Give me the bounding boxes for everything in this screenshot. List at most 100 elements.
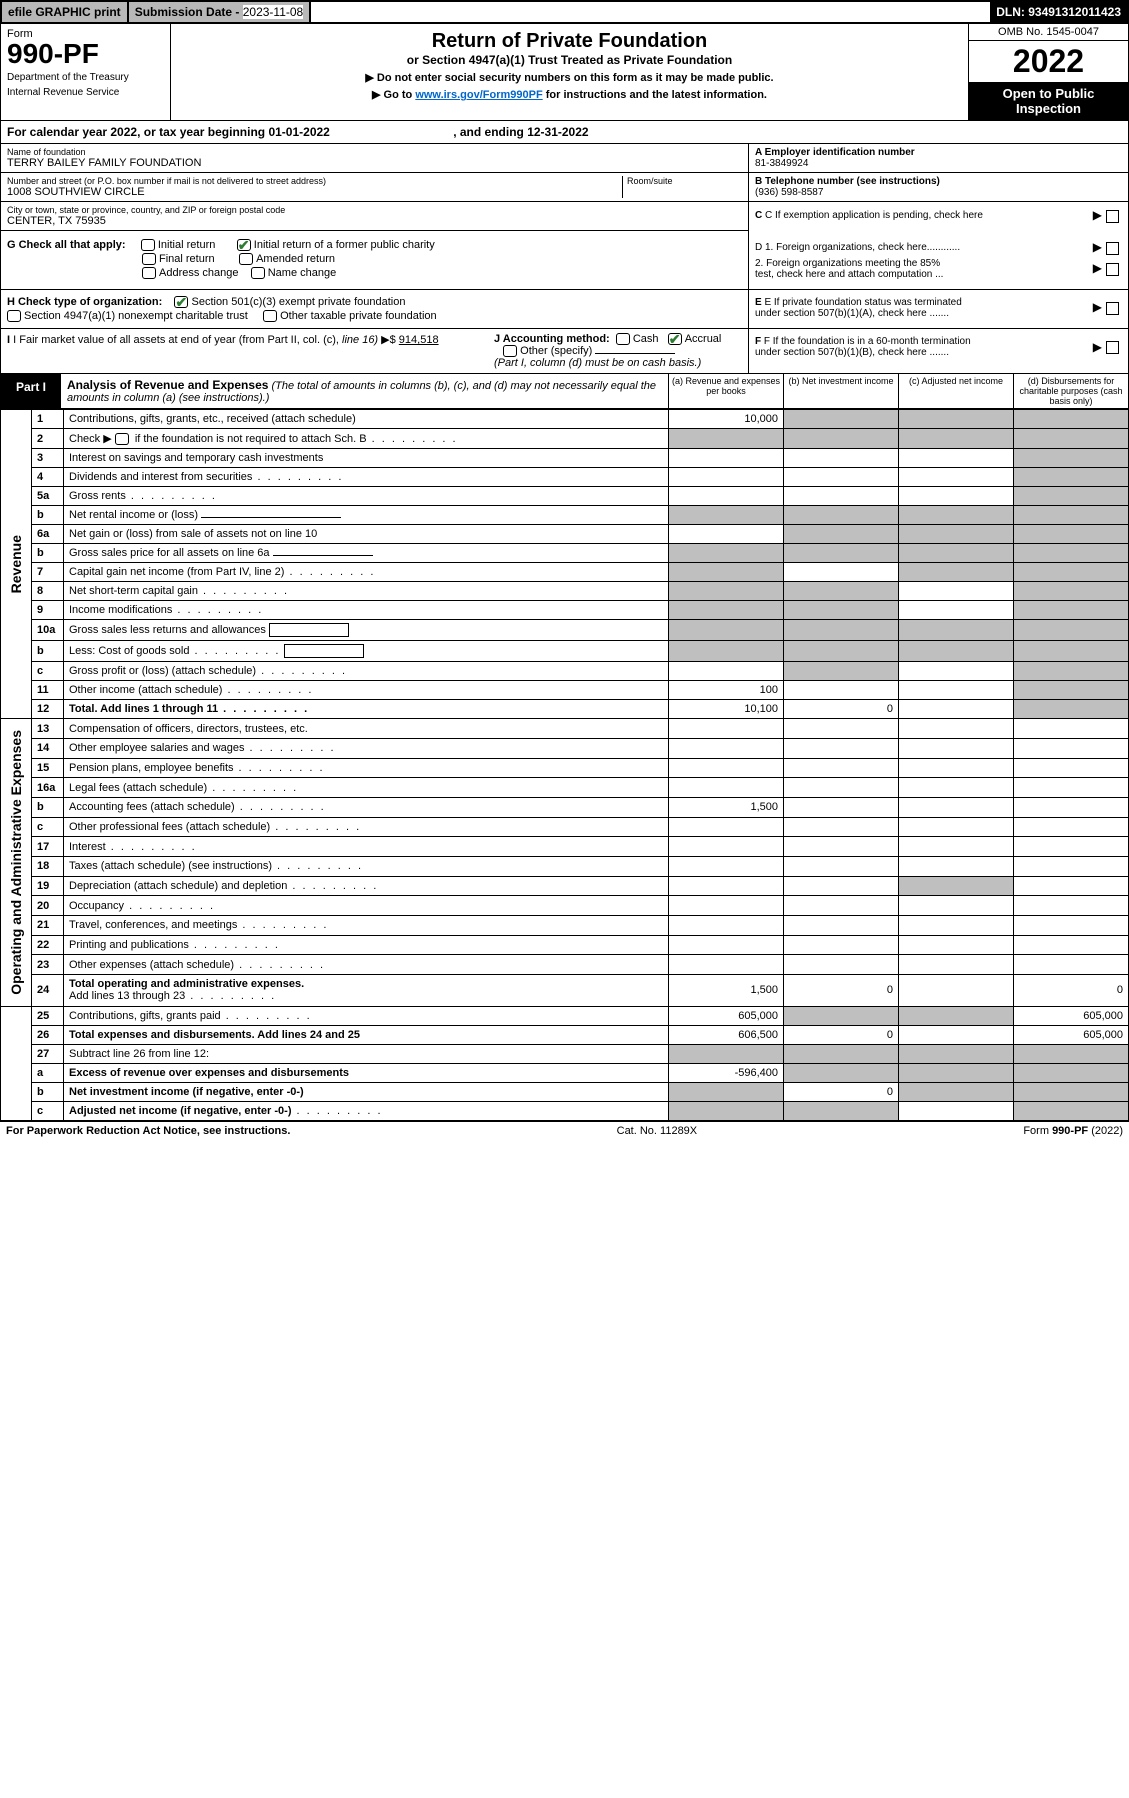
initial-former-check[interactable] — [237, 239, 251, 251]
j-section: J Accounting method: Cash Accrual Other … — [488, 329, 748, 373]
row-13: Operating and Administrative Expenses 13… — [1, 719, 1129, 739]
year-block: OMB No. 1545-0047 2022 Open to Public In… — [968, 24, 1128, 120]
ein-row: A Employer identification number 81-3849… — [749, 144, 1128, 173]
other-taxable-check[interactable] — [263, 310, 277, 322]
catalog-number: Cat. No. 11289X — [617, 1125, 698, 1137]
row-2: 2 Check ▶ if the foundation is not requi… — [1, 429, 1129, 449]
schb-check[interactable] — [115, 433, 129, 445]
row-21: 21Travel, conferences, and meetings — [1, 915, 1129, 935]
row-15: 15Pension plans, employee benefits — [1, 758, 1129, 778]
f-section: F F If the foundation is in a 60-month t… — [748, 329, 1128, 373]
row-10a: 10aGross sales less returns and allowanc… — [1, 620, 1129, 641]
row-16c: cOther professional fees (attach schedul… — [1, 817, 1129, 837]
omb-number: OMB No. 1545-0047 — [969, 24, 1128, 41]
expenses-sidebar: Operating and Administrative Expenses — [1, 719, 32, 1007]
irs-link[interactable]: www.irs.gov/Form990PF — [415, 89, 542, 101]
name-change-check[interactable] — [251, 267, 265, 279]
form-title-block: Return of Private Foundation or Section … — [171, 24, 968, 120]
row-6a: 6aNet gain or (loss) from sale of assets… — [1, 525, 1129, 544]
address-row: Number and street (or P.O. box number if… — [1, 173, 748, 202]
efile-topbar: efile GRAPHIC print Submission Date - 20… — [0, 0, 1129, 24]
row-7: 7Capital gain net income (from Part IV, … — [1, 563, 1129, 582]
identity-block: Name of foundation TERRY BAILEY FAMILY F… — [0, 144, 1129, 231]
row-11: 11Other income (attach schedule)100 — [1, 681, 1129, 700]
dln: DLN: 93491312011423 — [990, 2, 1127, 22]
row-19: 19Depreciation (attach schedule) and dep… — [1, 876, 1129, 896]
row-16b: bAccounting fees (attach schedule)1,500 — [1, 797, 1129, 817]
row-3: 3Interest on savings and temporary cash … — [1, 449, 1129, 468]
c-checkbox[interactable] — [1106, 210, 1119, 223]
row-27a: aExcess of revenue over expenses and dis… — [1, 1064, 1129, 1083]
row-5a: 5aGross rents — [1, 487, 1129, 506]
h-section: H Check type of organization: Section 50… — [1, 290, 748, 328]
room-suite-label: Room/suite — [627, 176, 742, 186]
dept-irs: Internal Revenue Service — [7, 87, 164, 98]
cash-check[interactable] — [616, 333, 630, 345]
foundation-name-row: Name of foundation TERRY BAILEY FAMILY F… — [1, 144, 748, 173]
part1-header: Part I Analysis of Revenue and Expenses … — [0, 374, 1129, 409]
section-h-e: H Check type of organization: Section 50… — [0, 290, 1129, 329]
f-checkbox[interactable] — [1106, 341, 1119, 354]
page-footer: For Paperwork Reduction Act Notice, see … — [0, 1121, 1129, 1140]
row-6b: bGross sales price for all assets on lin… — [1, 544, 1129, 563]
i-section: I I Fair market value of all assets at e… — [1, 329, 488, 373]
accrual-check[interactable] — [668, 333, 682, 345]
part1-label: Part I — [1, 374, 61, 408]
col-d-header: (d) Disbursements for charitable purpose… — [1013, 374, 1128, 408]
part1-table: Revenue 1 Contributions, gifts, grants, … — [0, 409, 1129, 1121]
efile-label[interactable]: efile GRAPHIC print — [2, 2, 129, 22]
row-23: 23Other expenses (attach schedule) — [1, 955, 1129, 975]
501c3-check[interactable] — [174, 296, 188, 308]
city-state-zip: CENTER, TX 75935 — [7, 215, 742, 227]
form-subtitle: or Section 4947(a)(1) Trust Treated as P… — [177, 53, 962, 67]
calendar-year-row: For calendar year 2022, or tax year begi… — [0, 121, 1129, 144]
row-8: 8Net short-term capital gain — [1, 582, 1129, 601]
section-g-d: G Check all that apply: Initial return I… — [0, 231, 1129, 290]
form-reference: Form 990-PF (2022) — [1023, 1125, 1123, 1137]
form-title: Return of Private Foundation — [177, 30, 962, 53]
d-section: D 1. Foreign organizations, check here..… — [748, 231, 1128, 289]
final-return-check[interactable] — [142, 253, 156, 265]
row-5b: bNet rental income or (loss) — [1, 506, 1129, 525]
instr-ssn: ▶ Do not enter social security numbers o… — [177, 71, 962, 84]
instr-link: ▶ Go to www.irs.gov/Form990PF for instru… — [177, 88, 962, 101]
section-i-j-f: I I Fair market value of all assets at e… — [0, 329, 1129, 374]
col-a-header: (a) Revenue and expenses per books — [668, 374, 783, 408]
row-14: 14Other employee salaries and wages — [1, 738, 1129, 758]
street-address: 1008 SOUTHVIEW CIRCLE — [7, 186, 622, 198]
row-17: 17Interest — [1, 837, 1129, 857]
paperwork-notice: For Paperwork Reduction Act Notice, see … — [6, 1125, 290, 1137]
row-26: 26Total expenses and disbursements. Add … — [1, 1026, 1129, 1045]
address-change-check[interactable] — [142, 267, 156, 279]
initial-return-check[interactable] — [141, 239, 155, 251]
col-c-header: (c) Adjusted net income — [898, 374, 1013, 408]
row-10c: cGross profit or (loss) (attach schedule… — [1, 662, 1129, 681]
foundation-name: TERRY BAILEY FAMILY FOUNDATION — [7, 157, 742, 169]
exemption-pending-row: C C If exemption application is pending,… — [749, 202, 1128, 229]
col-b-header: (b) Net investment income — [783, 374, 898, 408]
row-4: 4Dividends and interest from securities — [1, 468, 1129, 487]
d2-checkbox[interactable] — [1106, 263, 1119, 276]
row-9: 9Income modifications — [1, 601, 1129, 620]
ein-value: 81-3849924 — [755, 158, 808, 169]
row-18: 18Taxes (attach schedule) (see instructi… — [1, 856, 1129, 876]
fmv-value: 914,518 — [399, 334, 439, 346]
row-12: 12Total. Add lines 1 through 1110,1000 — [1, 700, 1129, 719]
revenue-sidebar: Revenue — [1, 410, 32, 719]
d1-checkbox[interactable] — [1106, 242, 1119, 255]
4947-check[interactable] — [7, 310, 21, 322]
e-checkbox[interactable] — [1106, 302, 1119, 315]
open-inspection: Open to Public Inspection — [969, 82, 1128, 120]
row-25: 25Contributions, gifts, grants paid605,0… — [1, 1007, 1129, 1026]
row-27b: bNet investment income (if negative, ent… — [1, 1083, 1129, 1102]
other-method-check[interactable] — [503, 345, 517, 357]
amended-return-check[interactable] — [239, 253, 253, 265]
form-header: Form 990-PF Department of the Treasury I… — [0, 24, 1129, 121]
phone-row: B Telephone number (see instructions) (9… — [749, 173, 1128, 202]
r1-col-a: 10,000 — [669, 410, 784, 429]
row-10b: bLess: Cost of goods sold — [1, 641, 1129, 662]
part1-description: Analysis of Revenue and Expenses (The to… — [61, 374, 668, 408]
form-number: 990-PF — [7, 40, 164, 68]
row-1: Revenue 1 Contributions, gifts, grants, … — [1, 410, 1129, 429]
row-27: 27Subtract line 26 from line 12: — [1, 1045, 1129, 1064]
